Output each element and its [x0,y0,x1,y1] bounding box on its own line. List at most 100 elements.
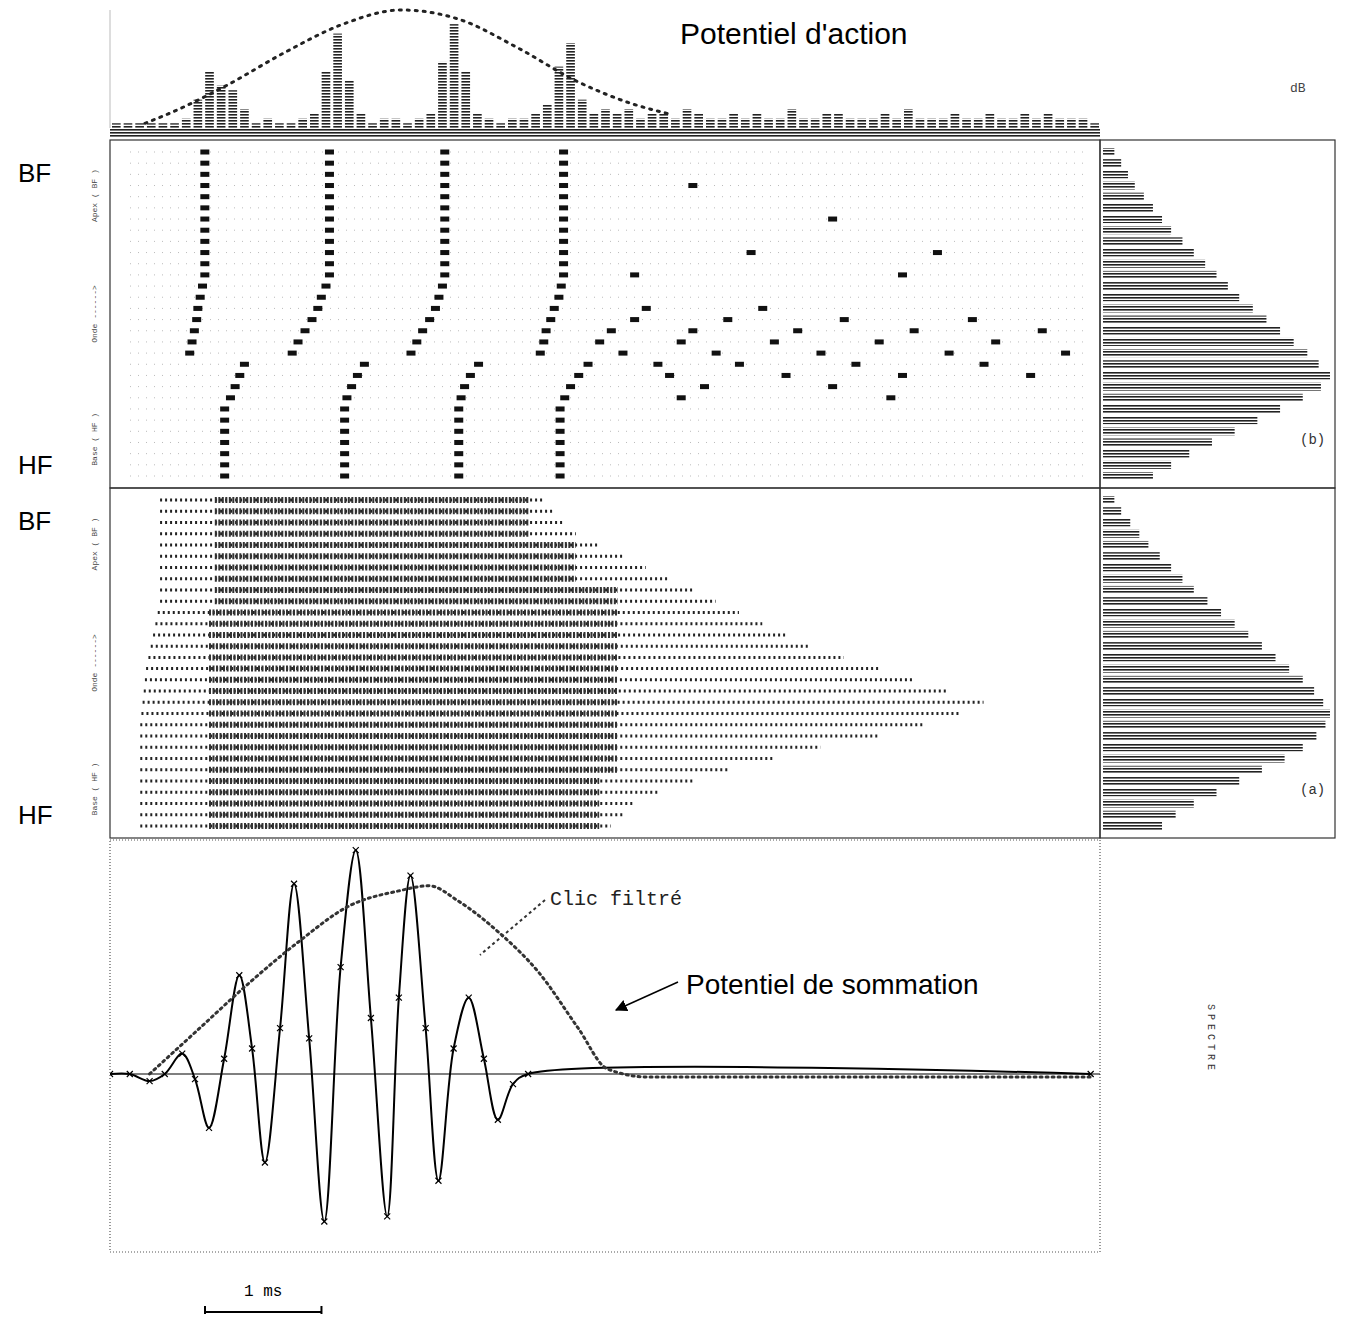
spike [559,228,568,233]
ap-bar [659,114,668,128]
ap-bar [636,119,645,128]
spike [325,205,334,210]
ap-bar [904,109,913,128]
row-response [140,746,820,749]
spike [440,250,449,255]
spike [559,261,568,266]
series-marker [481,1056,487,1062]
ap-bar [683,109,692,128]
ap-bar [869,119,878,128]
spike [574,373,583,378]
spike [360,362,369,367]
row-guide [130,386,1090,387]
ap-bar [764,119,773,128]
ap-bar [322,71,331,128]
chart-title: Potentiel d'action [680,17,908,50]
row-core [215,508,529,514]
spectrum-bar [1103,438,1212,446]
series-marker [110,1071,113,1077]
row-guide [130,196,1090,197]
ap-bar [962,119,971,128]
ap-bar [590,114,599,128]
ap-envelope [145,10,669,123]
row-axis-label: Apex ( BF ) [90,169,99,222]
leader-line [480,900,545,955]
spike [559,194,568,199]
series-marker [179,1051,185,1057]
spectrum-bar [1103,170,1128,178]
ap-bar [555,67,564,128]
spectrum-bar [1103,215,1162,223]
spike [559,239,568,244]
spike [559,150,568,155]
spectrum-bar [1103,472,1153,480]
row-bottom-label: HF [18,450,53,480]
row-core [209,643,618,649]
ap-bar [461,71,470,128]
row-response [140,813,622,816]
spike [559,205,568,210]
scale-bar [205,1311,321,1313]
spike [454,462,463,467]
spike [307,317,316,322]
ap-bar [997,119,1006,128]
ap-bar [613,114,622,128]
row-core [209,812,599,818]
spectrum-bar [1103,148,1114,156]
spike [200,172,209,177]
row-response [160,521,564,524]
spectrum-bar [1103,732,1316,740]
ap-bar [1055,119,1064,128]
series-marker [423,1025,429,1031]
spectrum-bar [1103,371,1330,379]
spike [440,261,449,266]
spike [550,306,559,311]
spectrum-bar [1103,383,1321,391]
row-response [160,600,716,603]
spike [418,328,427,333]
ap-bar [648,114,657,128]
row-core [215,587,618,593]
ap-bar [578,100,587,128]
ap-bar [450,24,459,128]
row-guide [130,420,1090,421]
spike [642,306,651,311]
row-guide [130,442,1090,443]
row-response [140,723,925,726]
ap-bar [426,114,435,128]
spike [200,272,209,277]
spike [220,418,229,423]
spike [325,150,334,155]
arrow [616,982,678,1010]
spike [440,217,449,222]
row-core [209,699,618,705]
ap-bar [135,123,144,128]
row-axis-label: Base ( HF ) [90,413,99,466]
ap-bar [508,119,517,128]
spike [440,239,449,244]
row-response [151,645,809,648]
spike [412,339,421,344]
series-marker [384,1213,390,1219]
spike [556,406,565,411]
scale-bar-end [204,1306,206,1314]
spectrum-bar [1103,182,1135,190]
spike [898,373,907,378]
row-response [140,825,611,828]
row-axis-label: Apex ( BF ) [90,518,99,571]
spectrum-bar [1103,496,1114,504]
spectrum-bar [1103,204,1153,212]
spike [460,384,469,389]
spectrum-plot [1103,496,1330,830]
row-core [209,609,618,615]
spectrum-bar [1103,530,1139,538]
ap-bar [357,114,366,128]
spectrum-bar [1103,226,1171,234]
spike [559,217,568,222]
spectrum-bar [1103,811,1176,819]
spike [566,384,575,389]
row-guide [130,174,1090,175]
spike [758,306,767,311]
spike [556,451,565,456]
row-guide [130,152,1090,153]
